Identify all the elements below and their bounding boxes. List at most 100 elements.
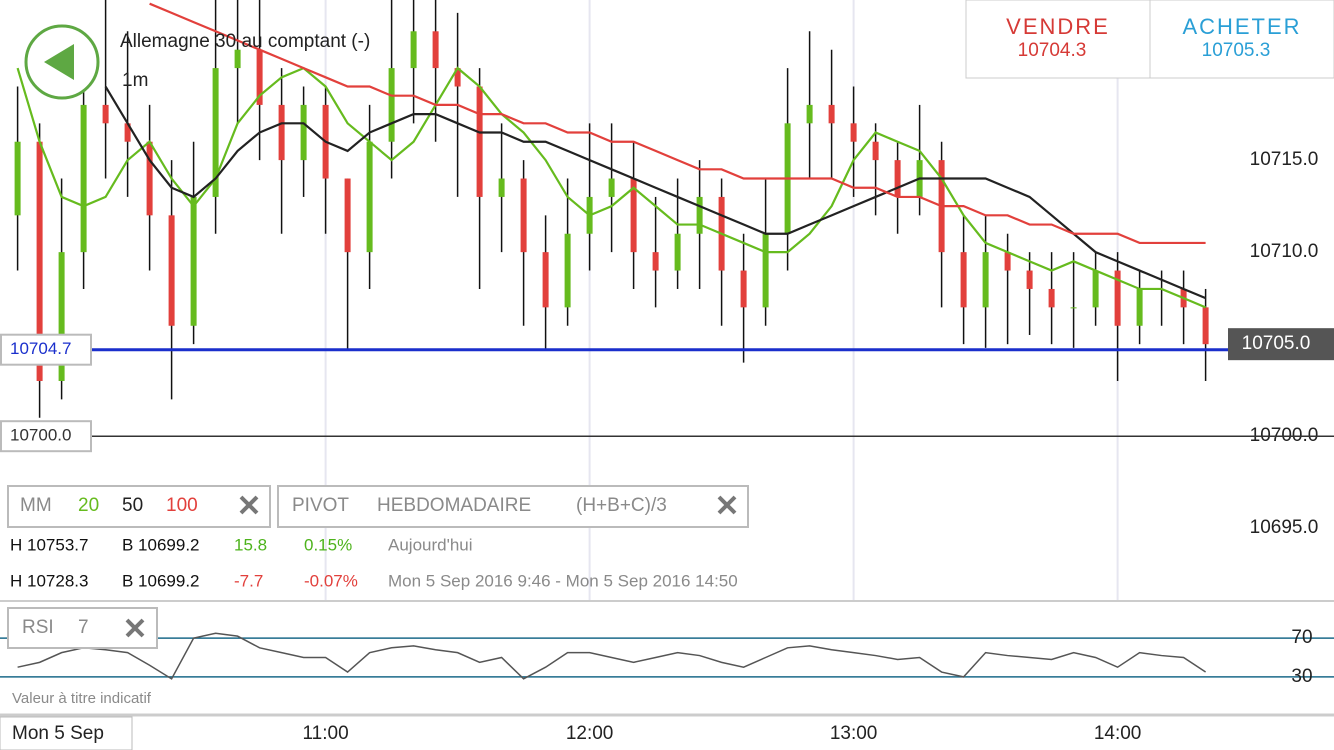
- close-icon[interactable]: [717, 495, 737, 515]
- sell-label: VENDRE: [1006, 14, 1110, 39]
- stat-cell: H 10728.3: [10, 571, 88, 590]
- stat-cell: -7.7: [234, 571, 263, 590]
- y-tick-label: 10710.0: [1250, 241, 1319, 262]
- candle-body: [80, 104, 87, 253]
- x-axis: 11:00 12:00 13:00 14:00: [303, 723, 1142, 744]
- rsi-background: [0, 600, 1334, 713]
- buy-button[interactable]: ACHETER 10705.3: [1149, 0, 1334, 79]
- candle-body: [850, 123, 857, 142]
- candle-body: [102, 104, 109, 124]
- close-icon[interactable]: [125, 618, 145, 638]
- y-tick-label: 10715.0: [1250, 149, 1319, 170]
- pivot-panel[interactable]: PIVOT HEBDOMADAIRE (H+B+C)/3: [277, 485, 749, 528]
- stat-cell: 15.8: [234, 535, 267, 554]
- sell-price: 10704.3: [1018, 40, 1087, 61]
- stat-cell: -0.07%: [304, 571, 358, 590]
- rsi-tick-label: 70: [1291, 627, 1312, 648]
- level-box: [0, 420, 92, 453]
- rsi-pane: 30 70: [0, 600, 1334, 713]
- candle-body: [432, 31, 439, 69]
- pivot-period: HEBDOMADAIRE: [377, 495, 531, 516]
- instrument-name: Allemagne 30 au comptant (-): [120, 31, 370, 52]
- moving-average: [104, 85, 1207, 300]
- price-pane: [14, 0, 1209, 418]
- candle-body: [1026, 270, 1033, 289]
- candle-body: [256, 49, 263, 105]
- disclaimer: Valeur à titre indicatif: [12, 690, 152, 707]
- candle-body: [410, 31, 417, 69]
- candle-body: [190, 196, 197, 326]
- candle-body: [454, 68, 461, 87]
- stat-cell: B 10699.2: [122, 535, 200, 554]
- y-tick-label: 10695.0: [1250, 517, 1319, 538]
- date-box: [0, 716, 133, 750]
- candle-body: [740, 270, 747, 308]
- stat-cell: H 10753.7: [10, 535, 88, 554]
- candle-body: [1048, 288, 1055, 308]
- axis-layer: 10695.010700.010710.010715.010704.710700…: [0, 149, 1334, 538]
- stat-cell: B 10699.2: [122, 571, 200, 590]
- time-axis: [0, 713, 1334, 750]
- candle-body: [960, 252, 967, 308]
- stat-cell: 0.15%: [304, 535, 352, 554]
- candle-body: [58, 252, 65, 381]
- candle-body: [542, 252, 549, 308]
- candle-body: [1092, 270, 1099, 308]
- candle-body: [630, 178, 637, 253]
- candle-body: [652, 252, 659, 271]
- rsi-tick-label: 30: [1291, 666, 1312, 687]
- candle-body: [762, 233, 769, 308]
- candle-body: [982, 252, 989, 308]
- mm-panel[interactable]: MM 20 50 100: [7, 485, 271, 528]
- last-price-label: 10705.0: [1242, 333, 1311, 354]
- last-price-box: [1228, 328, 1334, 361]
- level-box: [0, 333, 92, 366]
- buy-label: ACHETER: [1182, 14, 1301, 39]
- pivot-formula: (H+B+C)/3: [576, 495, 667, 516]
- candle-body: [1202, 307, 1209, 345]
- mm-period: 100: [166, 495, 198, 516]
- sell-button[interactable]: VENDRE 10704.3: [965, 0, 1151, 79]
- candle-body: [476, 86, 483, 197]
- level-label: 10704.7: [10, 339, 71, 358]
- timeframe: 1m: [122, 70, 148, 91]
- x-tick-label: 11:00: [303, 723, 349, 744]
- candle-body: [894, 160, 901, 197]
- candle-body: [14, 141, 21, 216]
- candle-body: [124, 123, 131, 142]
- candle-body: [1114, 270, 1121, 326]
- candle-body: [366, 141, 373, 253]
- level-label: 10700.0: [10, 426, 71, 445]
- candle-body: [828, 104, 835, 124]
- rsi-panel[interactable]: RSI 7: [7, 607, 158, 649]
- candle-body: [168, 215, 175, 326]
- rsi-label: RSI: [22, 617, 54, 638]
- moving-average: [149, 2, 1206, 245]
- mm-period: 20: [78, 495, 99, 516]
- x-tick-label: 13:00: [830, 723, 878, 744]
- candle-body: [1004, 252, 1011, 271]
- candle-body: [608, 178, 615, 197]
- back-button[interactable]: [24, 24, 100, 100]
- candle-body: [146, 141, 153, 216]
- mm-period: 50: [122, 495, 143, 516]
- stat-cell: Aujourd'hui: [388, 535, 473, 554]
- candle-body: [212, 68, 219, 197]
- candle-body: [696, 196, 703, 234]
- date-label: Mon 5 Sep: [12, 723, 104, 744]
- rsi-period: 7: [78, 617, 89, 638]
- candle-body: [36, 141, 43, 381]
- candle-body: [872, 141, 879, 161]
- candle-body: [674, 233, 681, 271]
- close-icon[interactable]: [239, 495, 259, 515]
- stats: H 10753.7 B 10699.2 15.8 0.15% Aujourd'hui H …: [10, 535, 738, 590]
- candle-body: [564, 233, 571, 308]
- x-tick-label: 14:00: [1094, 723, 1142, 744]
- x-tick-label: 12:00: [566, 723, 614, 744]
- candle-body: [1070, 307, 1077, 309]
- pivot-label: PIVOT: [292, 495, 349, 516]
- candle-body: [498, 178, 505, 197]
- candle-body: [344, 178, 351, 253]
- rsi-line: [17, 632, 1207, 680]
